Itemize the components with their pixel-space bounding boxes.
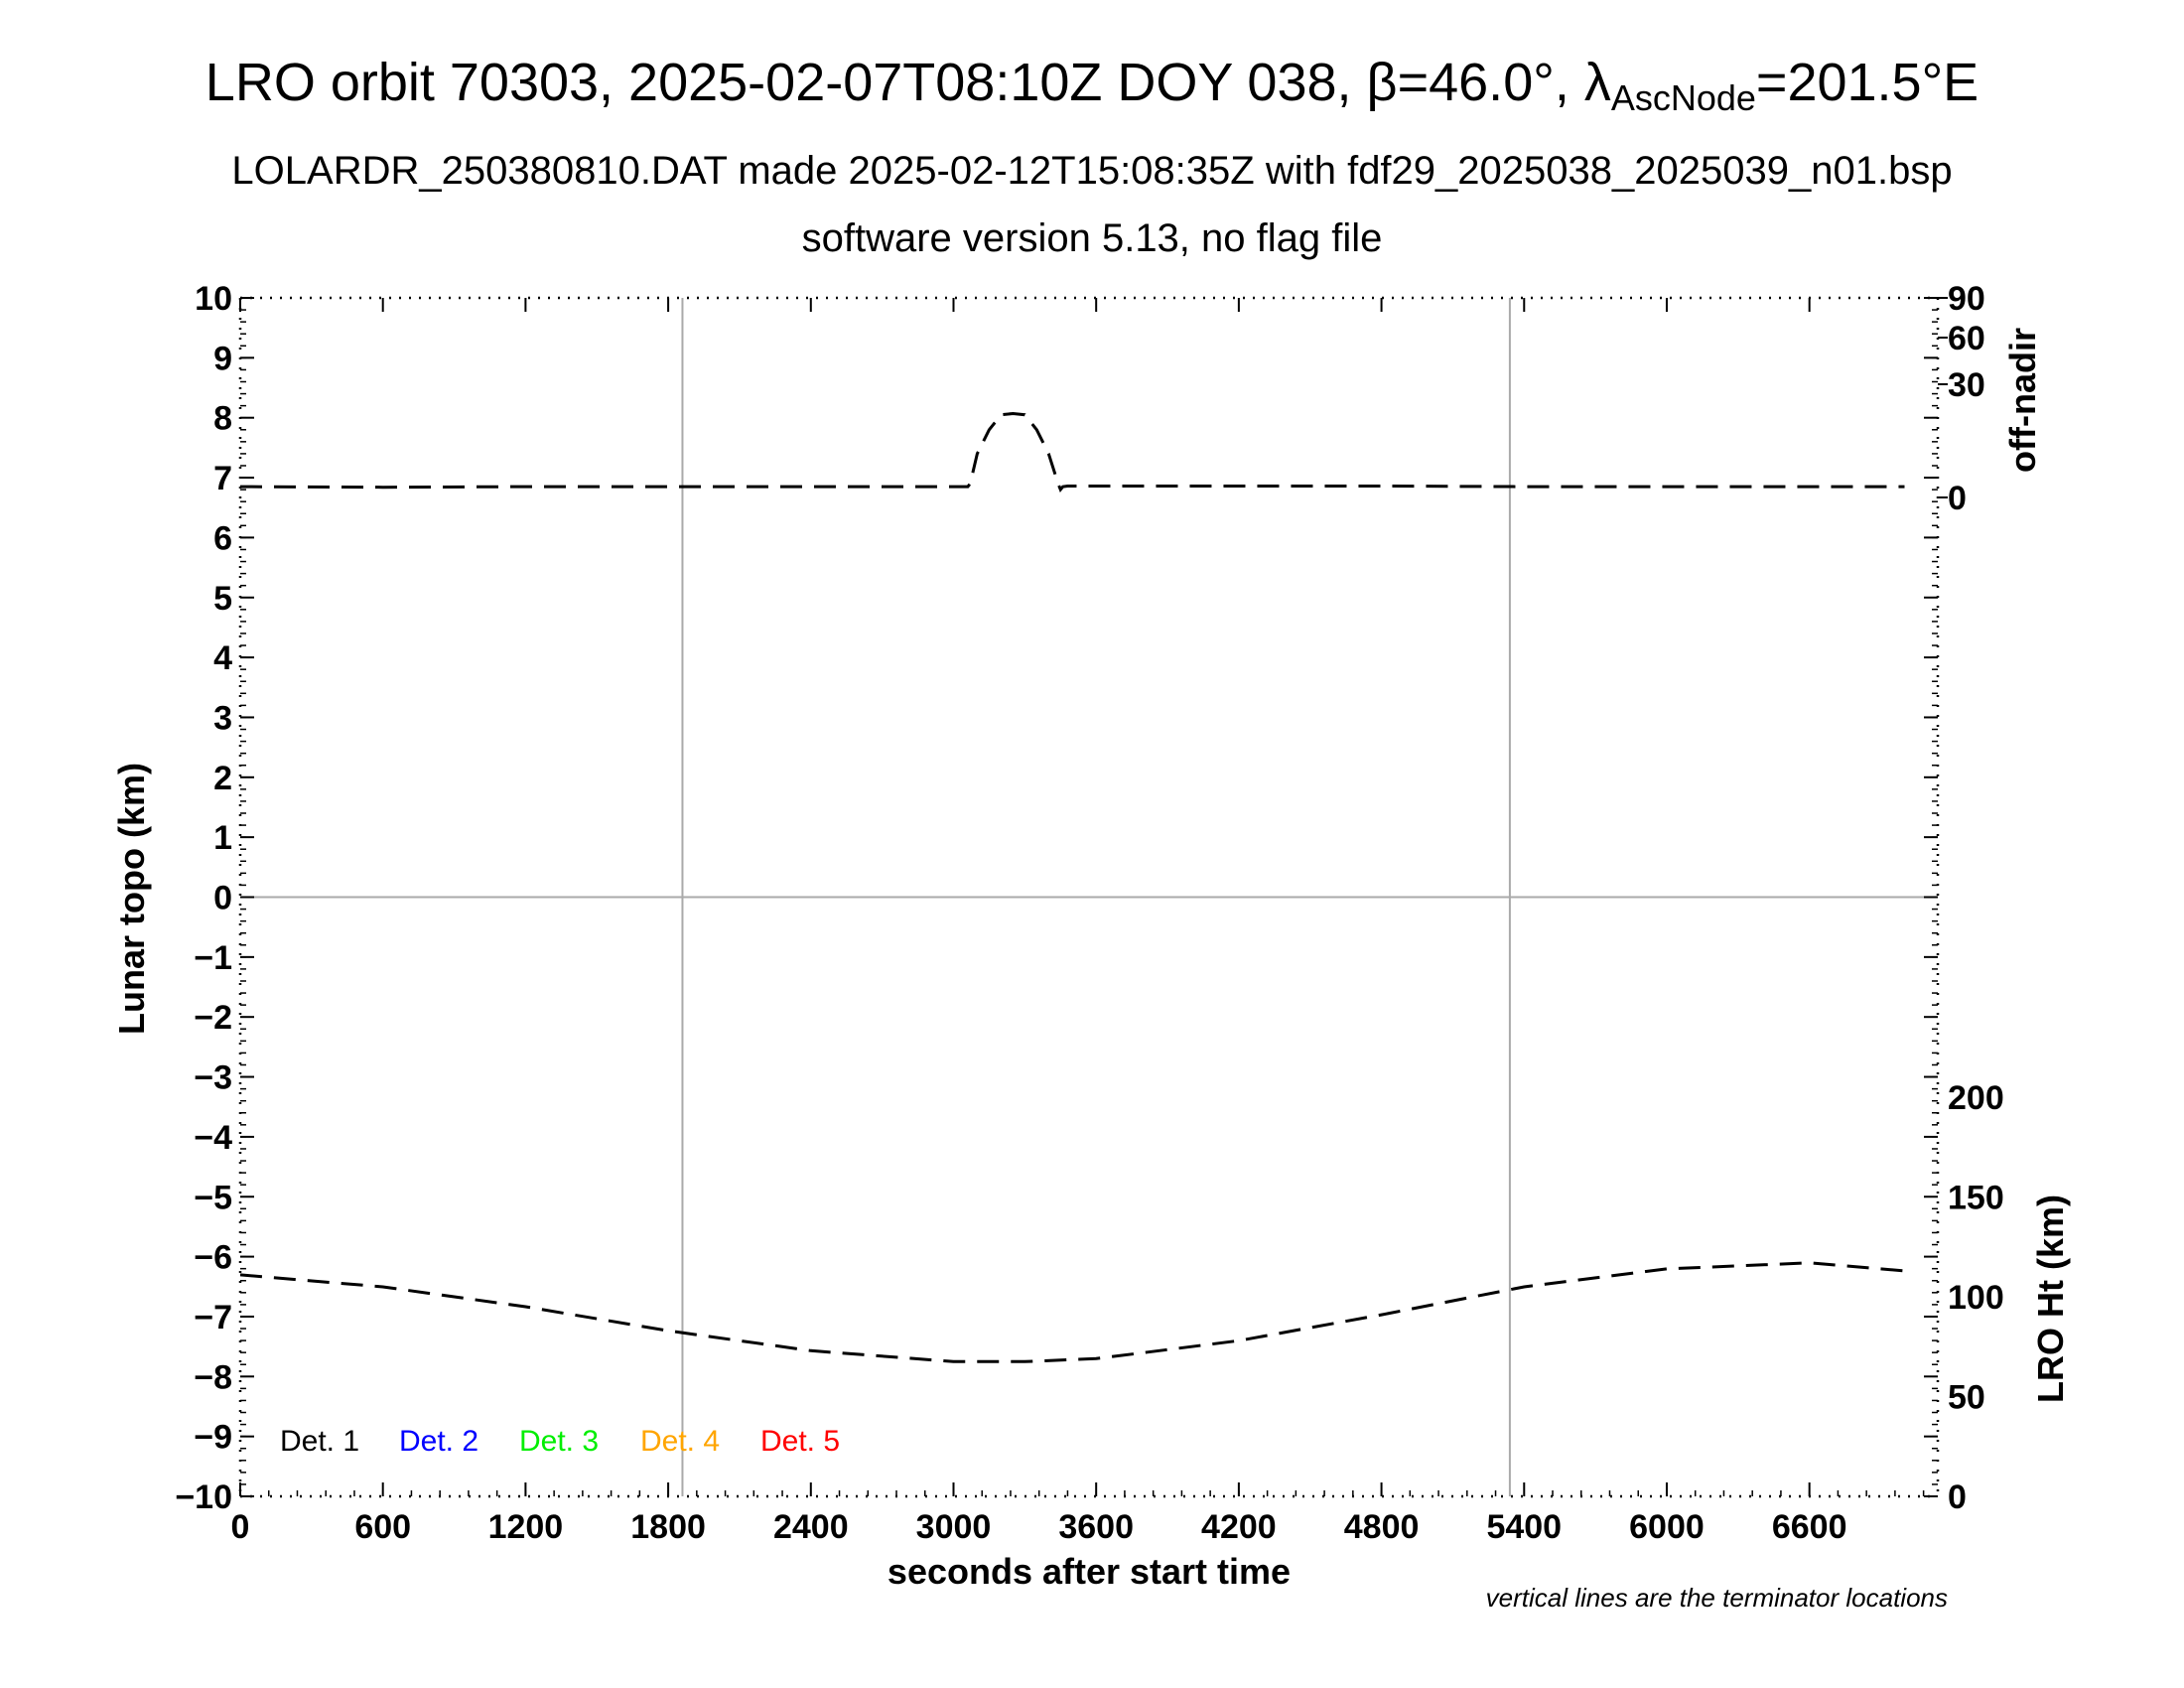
y-tick-label: −4 [194,1119,232,1157]
y-tick-label: 7 [213,460,232,497]
y-tick-label: 6 [213,519,232,557]
series-layer [239,411,1905,1363]
off-nadir-tick-label: 60 [1948,320,1985,357]
y-tick-label: −9 [194,1419,232,1457]
off-nadir-tick-label: 0 [1948,480,1967,517]
chart-subtitle-version: software version 5.13, no flag file [801,216,1383,260]
y-axis-label: Lunar topo (km) [111,763,152,1035]
x-tick-label: 6600 [1772,1508,1847,1546]
y-tick-label: 0 [213,880,232,917]
y-tick-label: 2 [213,760,232,797]
y-tick-label: −7 [194,1299,232,1336]
y-tick-label: 8 [213,400,232,438]
height-tick-label: 0 [1948,1478,1967,1516]
height-tick-label: 100 [1948,1279,2004,1317]
grid-lines [240,298,1938,1496]
y-tick-label: −6 [194,1239,232,1277]
off-nadir-tick-label: 30 [1948,366,1985,404]
series-off_nadir [239,411,1905,493]
chart-title: LRO orbit 70303, 2025-02-07T08:10Z DOY 0… [205,53,1979,118]
y-tick-label: 3 [213,699,232,737]
legend-entry: Det. 5 [760,1425,840,1458]
height-tick-label: 50 [1948,1379,1985,1417]
x-tick-label: 5400 [1486,1508,1562,1546]
x-tick-label: 3600 [1058,1508,1134,1546]
y-tick-label: 9 [213,340,232,377]
legend: Det. 1 Det. 2 Det. 3 Det. 4 Det. 5 [280,1425,840,1458]
y-tick-label: −1 [194,939,232,977]
off-nadir-tick-label: 90 [1948,280,1985,318]
y-tick-label: −2 [194,999,232,1037]
x-tick-label: 2400 [773,1508,849,1546]
x-tick-label: 1200 [488,1508,564,1546]
y-tick-label: 1 [213,819,232,857]
right-axis-top-label: off-nadir [2002,328,2043,473]
x-axis-label: seconds after start time [887,1551,1291,1592]
x-tick-label: 0 [231,1508,250,1546]
y-tick-label: −10 [175,1478,232,1516]
y-tick-label: 10 [195,280,232,318]
y-tick-label: 5 [213,580,232,618]
x-tick-label: 4800 [1344,1508,1420,1546]
terminator-note: vertical lines are the terminator locati… [1486,1583,1948,1613]
x-tick-label: 600 [354,1508,411,1546]
legend-entry: Det. 4 [640,1425,720,1458]
right-axis-bottom-label: LRO Ht (km) [2030,1195,2071,1403]
y-tick-label: −5 [194,1179,232,1216]
series-lro_height [239,1261,1905,1363]
x-tick-label: 1800 [630,1508,706,1546]
legend-entry: Det. 2 [399,1425,478,1458]
y-tick-label: −3 [194,1059,232,1097]
x-tick-label: 3000 [916,1508,992,1546]
chart-subtitle: LOLARDR_250380810.DAT made 2025-02-12T15… [231,149,1953,193]
legend-entry: Det. 1 [280,1425,359,1458]
legend-entry: Det. 3 [519,1425,599,1458]
y-tick-label: −8 [194,1358,232,1396]
x-tick-label: 6000 [1629,1508,1705,1546]
height-tick-label: 150 [1948,1180,2004,1217]
y-tick-label: 4 [213,639,232,677]
x-tick-label: 4200 [1201,1508,1277,1546]
height-tick-label: 200 [1948,1079,2004,1117]
axis-ticks [239,297,1948,1497]
